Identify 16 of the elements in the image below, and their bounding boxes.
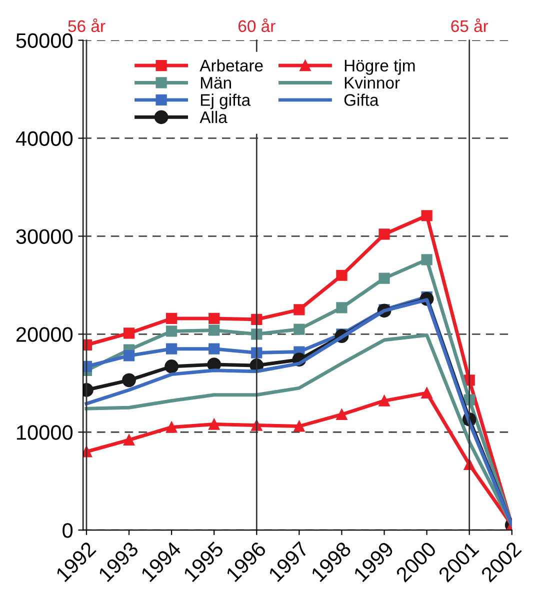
legend-label: Arbetare (200, 59, 263, 72)
y-tick-label: 30000 (16, 229, 73, 244)
y-tick-label: 50000 (16, 33, 73, 48)
y-tick-label: 40000 (16, 131, 73, 146)
ref-line-label: 56 år (68, 18, 106, 32)
legend-label: Gifta (344, 94, 379, 106)
ref-line-label: 65 år (451, 18, 488, 32)
y-tick-label: 20000 (16, 327, 73, 342)
legend-label: Högre tjm (344, 59, 415, 75)
legend-label: Ej gifta (200, 94, 251, 110)
legend-label: Alla (200, 110, 228, 124)
legend-label: Kvinnor (344, 76, 400, 89)
y-tick-label: 10000 (17, 425, 73, 440)
y-tick-label: 0 (62, 523, 73, 538)
ref-line-label: 60 år (238, 18, 276, 32)
legend-label: Män (200, 77, 231, 89)
